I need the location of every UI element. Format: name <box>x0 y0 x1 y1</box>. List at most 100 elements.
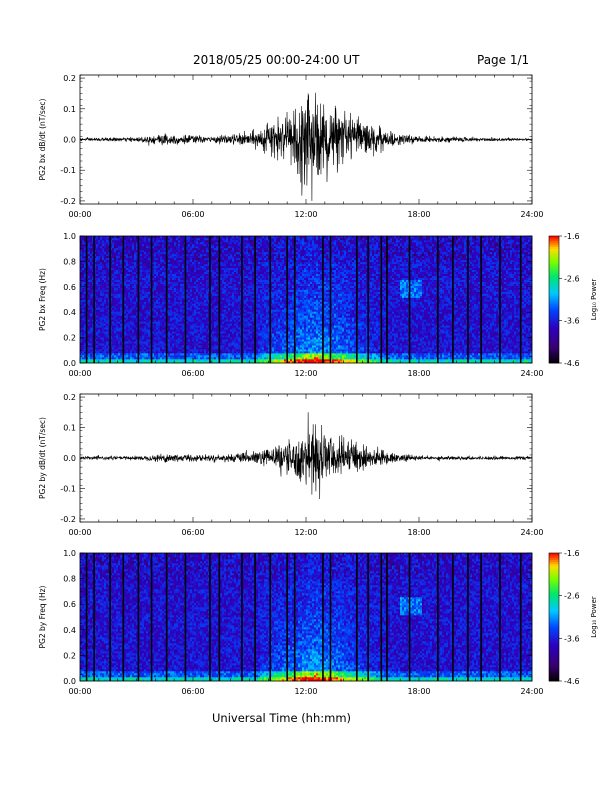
heatmap-cell <box>176 355 179 358</box>
heatmap-cell <box>194 339 197 342</box>
heatmap-cell <box>202 325 205 328</box>
heatmap-cell <box>198 355 201 358</box>
heatmap-cell <box>164 293 167 296</box>
heatmap-cell <box>210 241 213 245</box>
heatmap-cell <box>88 253 91 257</box>
heatmap-cell <box>196 329 199 332</box>
heatmap-cell <box>156 247 159 251</box>
heatmap-cell <box>102 349 105 352</box>
heatmap-cell <box>198 357 201 360</box>
heatmap-cell <box>162 261 165 265</box>
heatmap-cell <box>170 269 173 273</box>
heatmap-cell <box>130 287 133 290</box>
heatmap-cell <box>154 271 157 274</box>
heatmap-cell <box>170 353 173 356</box>
heatmap-cell <box>182 361 185 364</box>
heatmap-cell <box>182 341 185 344</box>
heatmap-cell <box>140 337 143 340</box>
heatmap-cell <box>182 267 185 271</box>
heatmap-cell <box>88 357 91 360</box>
heatmap-cell <box>176 319 179 322</box>
heatmap-cell <box>190 259 193 263</box>
heatmap-cell <box>142 313 145 316</box>
heatmap-cell <box>174 355 177 358</box>
heatmap-cell <box>104 249 107 253</box>
heatmap-cell <box>214 267 217 271</box>
heatmap-cell <box>196 333 199 336</box>
heatmap-cell <box>134 329 137 332</box>
heatmap-cell <box>194 251 197 255</box>
heatmap-cell <box>170 329 173 332</box>
heatmap-cell <box>156 325 159 328</box>
heatmap-cell <box>174 333 177 336</box>
heatmap-cell <box>222 237 225 241</box>
heatmap-cell <box>110 351 113 354</box>
heatmap-cell <box>154 287 157 290</box>
heatmap-cell <box>226 281 229 284</box>
heatmap-cell <box>130 331 133 334</box>
heatmap-cell <box>116 241 119 245</box>
heatmap-cell <box>102 345 105 348</box>
heatmap-cell <box>200 325 203 328</box>
heatmap-cell <box>178 355 181 358</box>
heatmap-cell <box>108 309 111 312</box>
heatmap-cell <box>108 287 111 290</box>
heatmap-cell <box>198 255 201 259</box>
heatmap-cell <box>116 325 119 328</box>
heatmap-cell <box>162 325 165 328</box>
heatmap-cell <box>80 335 83 338</box>
heatmap-cell <box>172 295 175 298</box>
heatmap-cell <box>106 341 109 344</box>
heatmap-cell <box>190 341 193 344</box>
heatmap-cell <box>192 343 195 346</box>
heatmap-cell <box>194 279 197 282</box>
heatmap-cell <box>82 315 85 318</box>
heatmap-cell <box>104 243 107 247</box>
heatmap-cell <box>190 319 193 322</box>
heatmap-cell <box>174 327 177 330</box>
heatmap-cell <box>156 243 159 247</box>
heatmap-cell <box>230 357 233 360</box>
heatmap-cell <box>156 261 159 265</box>
heatmap-cell <box>110 295 113 298</box>
heatmap-cell <box>112 309 115 312</box>
heatmap-cell <box>158 343 161 346</box>
heatmap-cell <box>210 293 213 296</box>
heatmap-cell <box>82 329 85 332</box>
heatmap-cell <box>210 249 213 253</box>
heatmap-cell <box>142 305 145 308</box>
heatmap-cell <box>146 255 149 259</box>
heatmap-cell <box>172 343 175 346</box>
heatmap-cell <box>84 271 87 274</box>
heatmap-cell <box>84 315 87 318</box>
heatmap-cell <box>206 263 209 267</box>
heatmap-cell <box>142 291 145 294</box>
heatmap-cell <box>228 349 231 352</box>
heatmap-cell <box>212 329 215 332</box>
heatmap-cell <box>210 327 213 330</box>
heatmap-cell <box>126 355 129 358</box>
heatmap-cell <box>178 251 181 255</box>
heatmap-cell <box>100 247 103 251</box>
heatmap-cell <box>80 329 83 332</box>
heatmap-cell <box>144 323 147 326</box>
heatmap-cell <box>162 341 165 344</box>
heatmap-cell <box>136 271 139 274</box>
heatmap-cell <box>120 236 123 239</box>
heatmap-cell <box>204 273 207 276</box>
heatmap-cell <box>152 287 155 290</box>
heatmap-cell <box>178 279 181 282</box>
heatmap-cell <box>140 317 143 320</box>
heatmap-cell <box>104 359 107 362</box>
heatmap-cell <box>170 289 173 292</box>
heatmap-cell <box>100 261 103 265</box>
heatmap-cell <box>88 353 91 356</box>
heatmap-cell <box>200 307 203 310</box>
heatmap-cell <box>168 291 171 294</box>
heatmap-cell <box>180 319 183 322</box>
heatmap-cell <box>164 247 167 251</box>
heatmap-cell <box>186 319 189 322</box>
heatmap-cell <box>112 355 115 358</box>
heatmap-cell <box>196 351 199 354</box>
heatmap-cell <box>226 243 229 247</box>
